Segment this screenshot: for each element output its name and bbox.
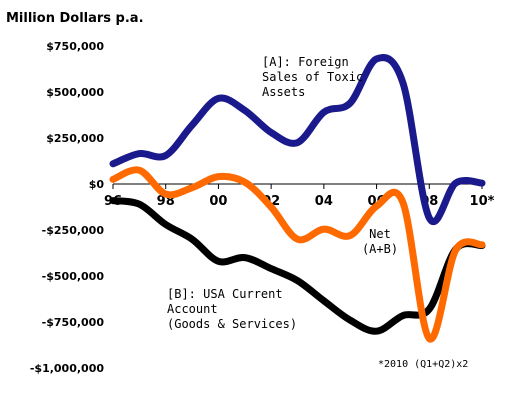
footnote: *2010 (Q1+Q2)x2 xyxy=(378,359,468,370)
x-tick-label: 10* xyxy=(470,194,495,209)
series-annotation-line: [B]: USA Current xyxy=(167,287,283,301)
y-tick-label: -$750,000 xyxy=(42,316,105,329)
series-line-net xyxy=(109,166,486,343)
y-tick-label: -$500,000 xyxy=(42,270,105,283)
x-axis-ticks: 96 98 00 02 04 06 08 10* xyxy=(104,184,495,209)
series-annotation-line: (A+B) xyxy=(362,242,398,256)
series-annotation-line: (Goods & Services) xyxy=(167,317,297,331)
units-label: Million Dollars p.a. xyxy=(6,11,144,26)
series-annotation-line: Account xyxy=(167,302,218,316)
series-annotation-line: Net xyxy=(369,227,391,241)
y-tick-label: $0 xyxy=(89,178,105,191)
y-tick-label: $500,000 xyxy=(46,86,104,99)
y-tick-label: $750,000 xyxy=(46,40,104,53)
series-annotation-line: Sales of Toxic xyxy=(262,70,363,84)
series-line-foreign-sales xyxy=(109,53,486,225)
y-tick-label: $250,000 xyxy=(46,132,104,145)
series-group xyxy=(109,53,486,343)
y-tick-label: -$1,000,000 xyxy=(30,362,104,375)
x-tick-label: 00 xyxy=(209,194,227,209)
x-tick-label: 04 xyxy=(315,194,333,209)
series-annotation-line: [A]: Foreign xyxy=(262,55,349,69)
y-tick-label: -$250,000 xyxy=(42,224,105,237)
series-annotation-line: Assets xyxy=(262,85,305,99)
y-axis-ticks: $750,000 $500,000 $250,000 $0 -$250,000 -$500… xyxy=(30,40,104,375)
